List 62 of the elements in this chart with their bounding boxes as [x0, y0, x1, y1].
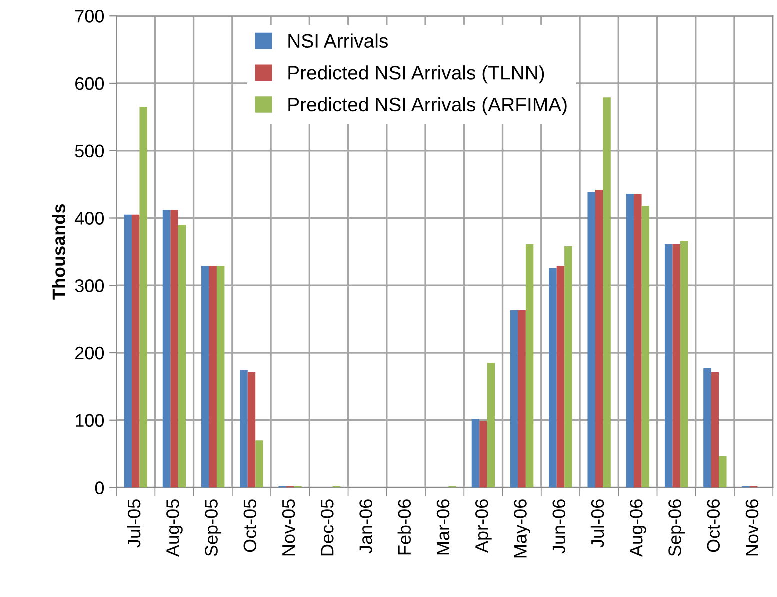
- bar: [248, 372, 256, 488]
- y-tick-label: 700: [76, 10, 104, 23]
- x-tick-label: Mar-06: [436, 500, 450, 555]
- bar: [556, 266, 565, 488]
- x-tick-label: Dec-05: [321, 500, 334, 556]
- bar: [162, 210, 171, 488]
- bar: [595, 190, 604, 488]
- x-tick-label: Jun-06: [552, 500, 566, 554]
- bar: [170, 210, 178, 488]
- x-tick-label: Jan-06: [360, 500, 372, 554]
- bar: [132, 214, 140, 488]
- x-tick-label: Nov-05: [282, 500, 296, 556]
- x-tick-label: Oct-06: [707, 500, 720, 552]
- bar: [549, 268, 557, 488]
- y-tick-label: 300: [75, 280, 104, 292]
- legend-label: NSI Arrivals: [288, 34, 388, 48]
- bar: [664, 244, 673, 488]
- bar: [672, 244, 680, 488]
- y-tick-label: 0: [95, 482, 104, 494]
- bar: [711, 372, 720, 488]
- x-tick-label: Apr-06: [476, 500, 492, 554]
- bar: [178, 224, 186, 488]
- bar: [680, 241, 688, 488]
- bar: [480, 421, 488, 488]
- legend-label: Predicted NSI Arrivals (ARFIMA): [288, 97, 567, 116]
- bar: [472, 419, 480, 488]
- x-tick-label: May-06: [514, 500, 530, 558]
- bar: [124, 214, 132, 488]
- y-axis-title: Thousands: [52, 204, 66, 300]
- bar: [487, 363, 496, 488]
- bar: [588, 192, 596, 488]
- bar: [704, 368, 712, 488]
- bar: [603, 98, 611, 488]
- bar: [510, 310, 518, 488]
- bar: [634, 194, 642, 488]
- y-tick-label: 500: [75, 144, 104, 158]
- bar: [642, 206, 650, 488]
- bar: [209, 266, 217, 488]
- x-tick-label: Jul-06: [590, 500, 604, 548]
- bar: [518, 310, 526, 488]
- y-tick-label: 400: [75, 212, 104, 225]
- x-tick-label: Oct-05: [244, 500, 257, 552]
- x-tick-label: Aug-06: [630, 500, 646, 558]
- y-tick-label: 100: [76, 414, 104, 428]
- bar: [564, 246, 572, 488]
- bar: [526, 244, 534, 488]
- bar: [256, 440, 264, 488]
- bar: [202, 266, 210, 488]
- x-tick-label: Feb-06: [398, 500, 412, 555]
- x-tick-label: Sep-06: [668, 500, 685, 556]
- y-tick-label: 600: [76, 77, 104, 90]
- x-tick-label: Nov-06: [746, 500, 759, 556]
- bar: [719, 456, 727, 488]
- bar: [216, 266, 225, 488]
- x-tick-label: Jul-05: [127, 500, 141, 548]
- bar: [140, 107, 148, 488]
- bar: [240, 370, 248, 488]
- bar: [626, 194, 634, 488]
- x-tick-label: Aug-05: [166, 500, 183, 558]
- x-tick-label: Sep-05: [205, 500, 222, 556]
- legend-label: Predicted NSI Arrivals (TLNN): [288, 66, 544, 84]
- y-tick-label: 200: [76, 346, 104, 360]
